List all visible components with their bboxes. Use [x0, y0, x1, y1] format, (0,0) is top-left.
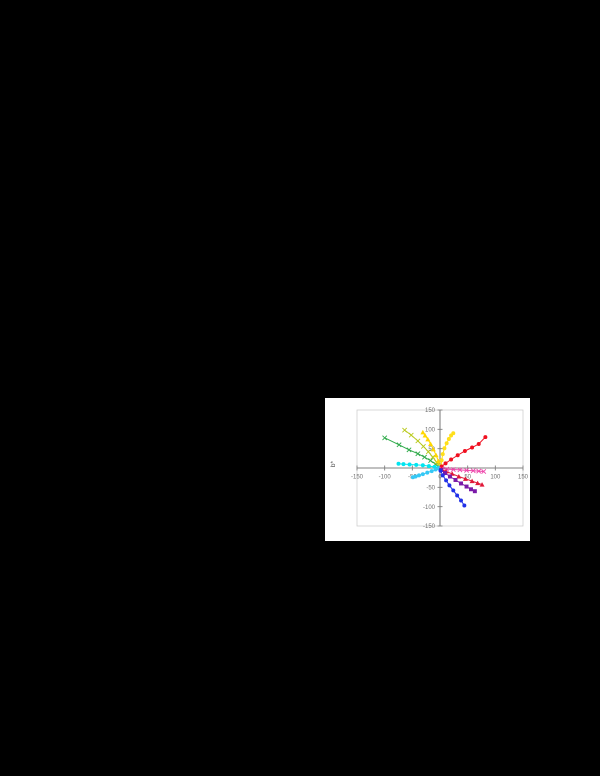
- data-point: [464, 467, 470, 473]
- y-tick-label: 150: [425, 408, 436, 414]
- data-point: [444, 478, 449, 483]
- data-point: [415, 451, 421, 457]
- data-point: [406, 447, 412, 453]
- data-point: [472, 489, 477, 494]
- series-blue: [438, 468, 467, 508]
- data-point: [422, 433, 428, 438]
- y-tick-label: -100: [423, 505, 436, 511]
- x-tick-label: 0: [438, 475, 442, 481]
- series-line: [441, 468, 484, 472]
- data-point: [428, 441, 434, 447]
- data-point: [481, 468, 487, 474]
- data-point: [433, 452, 439, 458]
- series-red: [439, 435, 488, 469]
- data-point: [408, 432, 414, 438]
- data-point: [456, 474, 462, 479]
- data-point: [462, 476, 468, 481]
- chart-svg: -150-100-50050100150-150-100-5050100150a…: [330, 408, 529, 530]
- data-point: [475, 480, 481, 486]
- data-point: [420, 463, 425, 468]
- data-point: [382, 435, 388, 441]
- data-point: [440, 452, 445, 457]
- data-point: [422, 454, 428, 460]
- y-tick-label: 100: [425, 428, 436, 434]
- data-point: [443, 461, 448, 466]
- data-point: [440, 473, 445, 478]
- data-point: [483, 435, 488, 440]
- x-tick-label: -150: [351, 475, 364, 481]
- data-point: [476, 442, 481, 447]
- data-point: [414, 462, 419, 467]
- ab-chromaticity-chart: -150-100-50050100150-150-100-5050100150a…: [325, 398, 530, 541]
- data-point: [425, 436, 431, 442]
- y-axis-label: b*: [330, 460, 337, 467]
- data-point: [444, 441, 449, 446]
- data-point: [402, 427, 408, 433]
- series-magenta: [439, 466, 487, 474]
- data-point: [426, 464, 431, 469]
- data-point: [462, 503, 467, 508]
- data-point: [429, 469, 434, 474]
- data-point: [410, 475, 415, 480]
- data-point: [476, 468, 482, 474]
- data-point: [415, 438, 421, 444]
- data-point: [459, 481, 464, 486]
- data-point: [449, 457, 454, 462]
- data-point: [451, 488, 456, 493]
- data-point: [446, 437, 451, 441]
- data-point: [455, 453, 460, 458]
- data-point: [470, 468, 476, 474]
- data-point: [470, 445, 475, 450]
- data-point: [401, 462, 406, 467]
- y-tick-label: -150: [423, 524, 436, 530]
- data-point: [420, 443, 426, 449]
- data-point: [447, 474, 452, 479]
- x-tick-label: 50: [464, 475, 471, 481]
- data-point: [464, 484, 469, 489]
- data-point: [416, 473, 421, 478]
- data-point: [469, 487, 473, 492]
- data-point: [420, 472, 425, 477]
- data-point: [435, 458, 441, 464]
- y-tick-label: -50: [426, 486, 435, 492]
- data-point: [439, 458, 444, 463]
- data-point: [396, 461, 401, 466]
- series-light-blue: [410, 466, 441, 480]
- series-yellow-circle: [439, 431, 456, 469]
- data-point: [451, 431, 456, 436]
- x-tick-label: -100: [379, 475, 392, 481]
- x-tick-label: 150: [518, 475, 529, 481]
- data-point: [462, 449, 467, 453]
- data-point: [442, 446, 447, 451]
- data-point: [407, 462, 412, 467]
- x-tick-label: 100: [490, 475, 501, 481]
- series-cyan: [396, 461, 441, 470]
- data-point: [457, 467, 463, 473]
- data-point: [425, 470, 430, 475]
- data-point: [420, 429, 426, 435]
- data-point: [459, 498, 464, 503]
- data-point: [430, 446, 436, 452]
- data-point: [453, 478, 458, 482]
- data-point: [442, 471, 447, 476]
- data-point: [425, 449, 431, 455]
- data-point: [450, 467, 456, 473]
- data-point: [433, 467, 438, 472]
- data-point: [479, 482, 485, 487]
- figure-canvas: -150-100-50050100150-150-100-5050100150a…: [325, 398, 530, 541]
- data-point: [438, 468, 443, 473]
- data-point: [428, 458, 434, 464]
- data-point: [447, 483, 452, 488]
- data-point: [430, 454, 436, 460]
- data-point: [396, 442, 402, 448]
- data-point: [455, 493, 460, 498]
- data-point: [469, 478, 475, 484]
